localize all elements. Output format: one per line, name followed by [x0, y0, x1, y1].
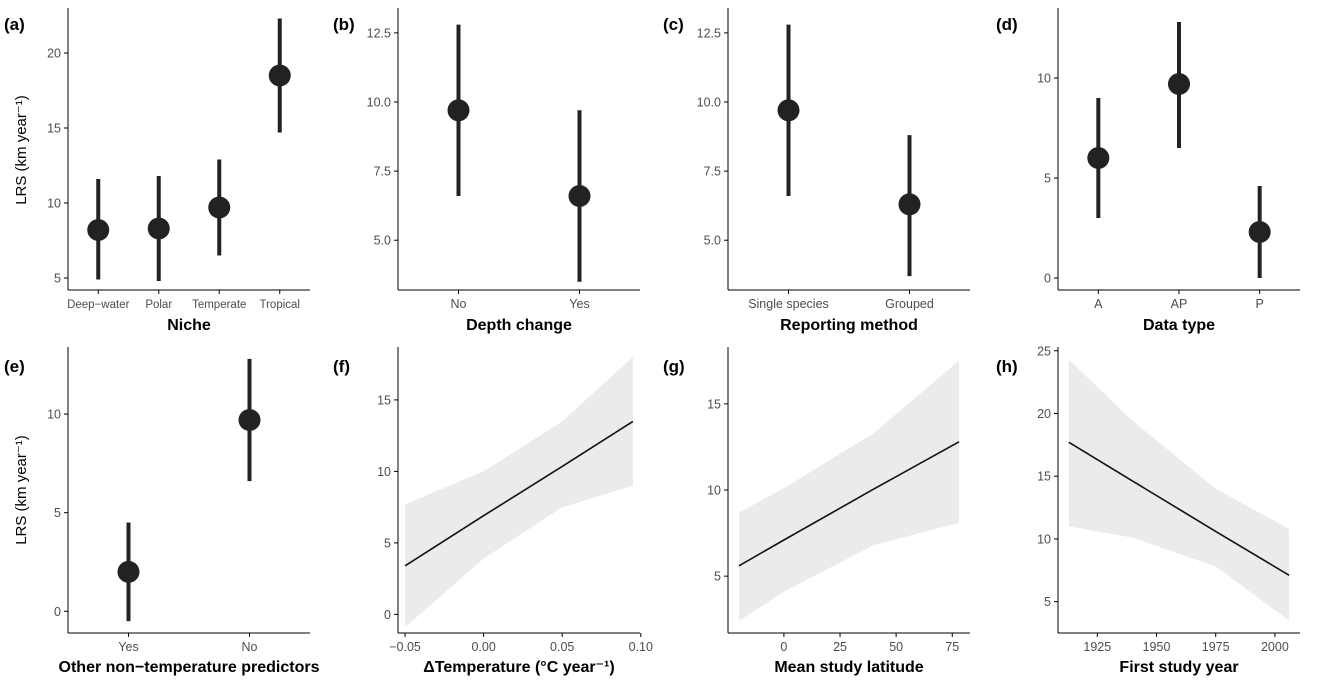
- panel-g-confidence-ribbon: [739, 360, 959, 621]
- panel-e-point: [238, 408, 261, 431]
- panel-a-point: [87, 219, 110, 241]
- panel-b-point: [568, 185, 591, 207]
- panel-h-x-tick-label: 2000: [1261, 640, 1289, 654]
- panel-a-point: [268, 64, 291, 87]
- panel-h-x-tick-label: 1975: [1202, 640, 1230, 654]
- panel-f-x-tick-label: 0.00: [471, 640, 495, 654]
- panel-b-y-tick-label: 5.0: [374, 234, 391, 248]
- panel-h-y-tick-label: 5: [1044, 595, 1051, 609]
- panel-e-x-tick-label: Yes: [118, 640, 138, 654]
- panel-h-x-tick-label: 1925: [1083, 640, 1111, 654]
- panel-f-x-tick-label: −0.05: [389, 640, 421, 654]
- panel-h-y-tick-label: 20: [1037, 407, 1051, 421]
- panel-b-y-tick-label: 12.5: [367, 26, 391, 40]
- panel-f-y-tick-label: 10: [377, 465, 391, 479]
- panel-d-y-tick-label: 10: [1037, 72, 1051, 86]
- panel-c-y-tick-label: 12.5: [697, 26, 721, 40]
- panel-c-x-tick-label: Single species: [748, 297, 829, 311]
- panel-c-x-axis-title: Reporting method: [780, 317, 918, 334]
- panel-g-y-tick-label: 10: [707, 484, 721, 498]
- panel-f-y-tick-label: 5: [384, 536, 391, 550]
- panel-f-x-tick-label: 0.10: [629, 640, 653, 654]
- panel-g-x-tick-label: 75: [945, 640, 959, 654]
- panel-a-x-tick-label: Tropical: [260, 299, 300, 311]
- panel-h-y-tick-label: 10: [1037, 532, 1051, 546]
- panel-f-y-tick-label: 15: [377, 393, 391, 407]
- panel-c-point: [777, 99, 800, 122]
- panel-a-y-tick-label: 15: [47, 122, 61, 136]
- panel-f-label: (f): [333, 357, 350, 376]
- panel-h-x-axis-title: First study year: [1119, 659, 1238, 676]
- panel-e-y-tick-label: 5: [54, 506, 61, 520]
- panel-c-x-tick-label: Grouped: [885, 297, 934, 311]
- panel-h-fit-line: [1068, 441, 1290, 576]
- panel-g-y-tick-label: 15: [707, 397, 721, 411]
- panel-d-x-tick-label: A: [1094, 297, 1103, 311]
- panel-h-y-tick-label: 25: [1037, 344, 1051, 358]
- panel-d-x-axis-title: Data type: [1143, 317, 1215, 334]
- panel-c-y-tick-label: 5.0: [704, 234, 721, 248]
- panel-a-point: [147, 217, 170, 240]
- panel-d-point: [1087, 147, 1110, 169]
- panel-d-label: (d): [996, 15, 1018, 34]
- panel-a-x-tick-label: Temperate: [192, 299, 246, 311]
- panel-e-y-axis-title: LRS (km year⁻¹): [13, 435, 30, 545]
- panel-d-y-tick-label: 5: [1044, 172, 1051, 186]
- panel-g-x-tick-label: 0: [780, 640, 787, 654]
- panel-e-label: (e): [4, 357, 25, 376]
- panel-c-label: (c): [663, 15, 684, 34]
- panel-e-x-axis-title: Other non−temperature predictors: [59, 659, 320, 676]
- panel-d-y-tick-label: 0: [1044, 272, 1051, 286]
- panel-c-y-tick-label: 7.5: [704, 165, 721, 179]
- panel-a-x-axis-title: Niche: [167, 317, 211, 334]
- panel-g-x-tick-label: 50: [889, 640, 903, 654]
- panel-b-x-axis-title: Depth change: [466, 317, 572, 334]
- panel-g-label: (g): [663, 357, 685, 376]
- panel-d-point: [1248, 221, 1271, 243]
- panel-f-fit-line: [404, 420, 634, 567]
- panel-e-y-tick-label: 0: [54, 605, 61, 619]
- panel-c-point: [898, 193, 921, 216]
- panel-g-x-axis-title: Mean study latitude: [774, 659, 923, 676]
- panel-f-x-axis-title: ΔTemperature (°C year⁻¹): [423, 659, 614, 676]
- panel-b-y-tick-label: 10.0: [367, 96, 391, 110]
- panel-e-point: [117, 560, 140, 583]
- panel-b-y-tick-label: 7.5: [374, 165, 391, 179]
- panel-g-fit-line: [738, 441, 960, 567]
- panel-h-label: (h): [996, 357, 1018, 376]
- panel-h-x-tick-label: 1950: [1143, 640, 1171, 654]
- panel-b-x-tick-label: No: [451, 297, 467, 311]
- panel-a-y-tick-label: 5: [54, 272, 61, 286]
- panel-d-point: [1168, 73, 1190, 95]
- panel-h-confidence-ribbon: [1068, 359, 1290, 621]
- panel-b-point: [447, 99, 470, 122]
- panel-a-y-tick-label: 20: [47, 47, 61, 61]
- panel-h-y-tick-label: 15: [1037, 470, 1051, 484]
- panel-g-y-tick-label: 5: [714, 570, 721, 584]
- panel-e-x-tick-label: No: [242, 640, 258, 654]
- panel-c-y-tick-label: 10.0: [697, 96, 721, 110]
- panel-a-x-tick-label: Polar: [145, 299, 172, 311]
- panel-f-confidence-ribbon: [405, 357, 633, 628]
- panel-b-label: (b): [333, 15, 355, 34]
- panel-a-y-axis-title: LRS (km year⁻¹): [13, 95, 30, 205]
- panel-a-x-tick-label: Deep−water: [67, 299, 129, 311]
- panel-f-y-tick-label: 0: [384, 608, 391, 622]
- panel-d-x-tick-label: AP: [1171, 297, 1188, 311]
- panel-a-y-tick-label: 10: [47, 197, 61, 211]
- panel-a-point: [208, 196, 231, 219]
- panel-g-x-tick-label: 25: [833, 640, 847, 654]
- panel-d-x-tick-label: P: [1255, 297, 1263, 311]
- panel-f-x-tick-label: 0.05: [550, 640, 574, 654]
- panel-a-label: (a): [4, 15, 25, 34]
- panel-b-x-tick-label: Yes: [569, 297, 589, 311]
- panel-e-y-tick-label: 10: [47, 408, 61, 422]
